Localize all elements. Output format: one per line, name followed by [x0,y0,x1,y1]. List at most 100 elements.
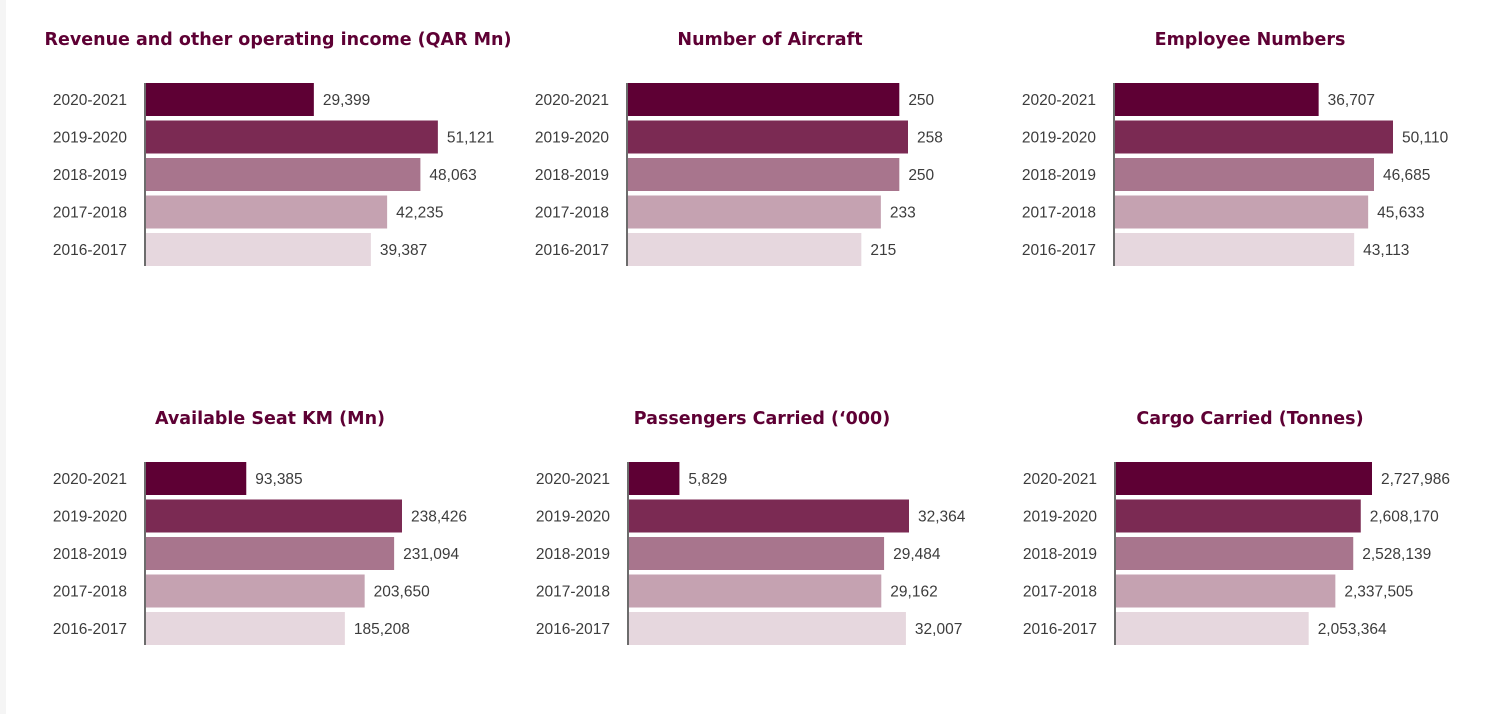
chart-title: Revenue and other operating income (QAR … [44,30,512,50]
category-label: 2019-2020 [535,130,610,147]
value-label: 231,094 [403,546,459,563]
chart-title: Employee Numbers [1154,30,1346,50]
aircraft-chart: Number of Aircraft 2020-2021 250 2019-2020… [530,28,1010,266]
bar-2019-2020 [146,499,402,533]
category-label: 2020-2021 [536,471,610,488]
value-label: 36,707 [1328,92,1375,109]
value-label: 51,121 [447,130,494,147]
value-label: 2,053,364 [1318,621,1387,638]
value-label: 32,007 [915,621,962,638]
category-label: 2017-2018 [53,205,127,222]
bar-chart-svg: 2020-2021 36,707 2019-2020 50,110 2018-2019 4… [1022,83,1449,266]
bar-chart-svg: 2020-2021 5,829 2019-2020 32,364 2018-2019 29… [536,462,966,645]
bar-2020-2021 [1116,462,1372,495]
bar-2020-2021 [146,83,314,116]
value-label: 258 [917,130,943,147]
bar-chart-svg: 2020-2021 29,399 2019-2020 51,121 2018-2019 4… [53,83,494,266]
bar-2016-2017 [1115,233,1355,266]
bar-2016-2017 [628,233,862,266]
bar-2017-2018 [1116,574,1336,608]
value-label: 29,162 [890,584,937,601]
bar-2019-2020 [1116,499,1361,533]
bar-2017-2018 [628,195,881,229]
value-label: 2,608,170 [1370,509,1439,526]
value-label: 50,110 [1402,130,1449,147]
bar-2018-2019 [629,537,885,570]
bar-2019-2020 [1115,120,1393,154]
bar-2017-2018 [146,195,388,229]
chart-title: Available Seat KM (Mn) [154,409,386,429]
chart-title: Cargo Carried (Tonnes) [1136,409,1364,429]
value-label: 2,727,986 [1381,471,1450,488]
value-label: 233 [890,205,916,222]
value-label: 48,063 [429,167,476,184]
value-label: 250 [908,92,934,109]
cargo-chart: Cargo Carried (Tonnes) 2020-2021 2,727,98… [1010,407,1490,645]
bar-2016-2017 [629,612,906,645]
category-label: 2016-2017 [536,621,610,638]
category-label: 2016-2017 [535,242,609,259]
category-label: 2018-2019 [536,546,610,563]
value-label: 238,426 [411,509,467,526]
page-edge [0,0,6,714]
category-label: 2016-2017 [1023,621,1097,638]
employees-chart: Employee Numbers 2020-2021 36,707 2019-202… [1010,28,1490,266]
seat-km-chart: Available Seat KM (Mn) 2020-2021 93,385 20… [30,407,510,645]
category-label: 2018-2019 [535,167,609,184]
bar-2019-2020 [628,120,908,154]
bar-2020-2021 [629,462,680,495]
category-label: 2019-2020 [1022,130,1097,147]
value-label: 46,685 [1383,167,1430,184]
bar-2020-2021 [1115,83,1319,116]
chart-title: Number of Aircraft [677,30,863,50]
value-label: 42,235 [396,205,443,222]
revenue-chart: Revenue and other operating income (QAR … [38,28,518,266]
category-label: 2018-2019 [1022,167,1096,184]
category-label: 2019-2020 [53,130,128,147]
category-label: 2018-2019 [53,167,127,184]
value-label: 185,208 [354,621,410,638]
category-label: 2020-2021 [1023,471,1097,488]
category-label: 2016-2017 [1022,242,1096,259]
bar-2016-2017 [1116,612,1309,645]
category-label: 2018-2019 [53,546,127,563]
bar-chart-svg: 2020-2021 93,385 2019-2020 238,426 2018-2019… [53,462,467,645]
category-label: 2017-2018 [536,584,610,601]
value-label: 2,337,505 [1344,584,1413,601]
bar-2018-2019 [1115,158,1374,191]
bar-2019-2020 [146,120,438,154]
value-label: 43,113 [1363,242,1409,259]
value-label: 2,528,139 [1362,546,1431,563]
category-label: 2019-2020 [1023,509,1098,526]
bar-2017-2018 [146,574,365,608]
bar-2018-2019 [146,158,421,191]
value-label: 39,387 [380,242,427,259]
category-label: 2017-2018 [535,205,609,222]
category-label: 2017-2018 [1022,205,1096,222]
value-label: 29,484 [893,546,941,563]
bar-2017-2018 [1115,195,1369,229]
category-label: 2020-2021 [53,471,127,488]
value-label: 29,399 [323,92,370,109]
category-label: 2020-2021 [53,92,127,109]
bar-2018-2019 [146,537,395,570]
category-label: 2019-2020 [536,509,611,526]
value-label: 250 [908,167,934,184]
bar-2020-2021 [146,462,247,495]
value-label: 215 [870,242,896,259]
bar-2020-2021 [628,83,900,116]
value-label: 5,829 [688,471,727,488]
bar-chart-svg: 2020-2021 2,727,986 2019-2020 2,608,170 2018… [1023,462,1450,645]
category-label: 2018-2019 [1023,546,1097,563]
chart-title: Passengers Carried (‘000) [633,409,891,429]
value-label: 93,385 [255,471,302,488]
category-label: 2020-2021 [1022,92,1096,109]
category-label: 2017-2018 [1023,584,1097,601]
bar-2016-2017 [146,612,345,645]
category-label: 2016-2017 [53,242,127,259]
bar-chart-svg: 2020-2021 250 2019-2020 258 2018-2019 250 2017… [535,83,943,266]
bar-2018-2019 [628,158,900,191]
category-label: 2017-2018 [53,584,127,601]
bar-2019-2020 [629,499,909,533]
